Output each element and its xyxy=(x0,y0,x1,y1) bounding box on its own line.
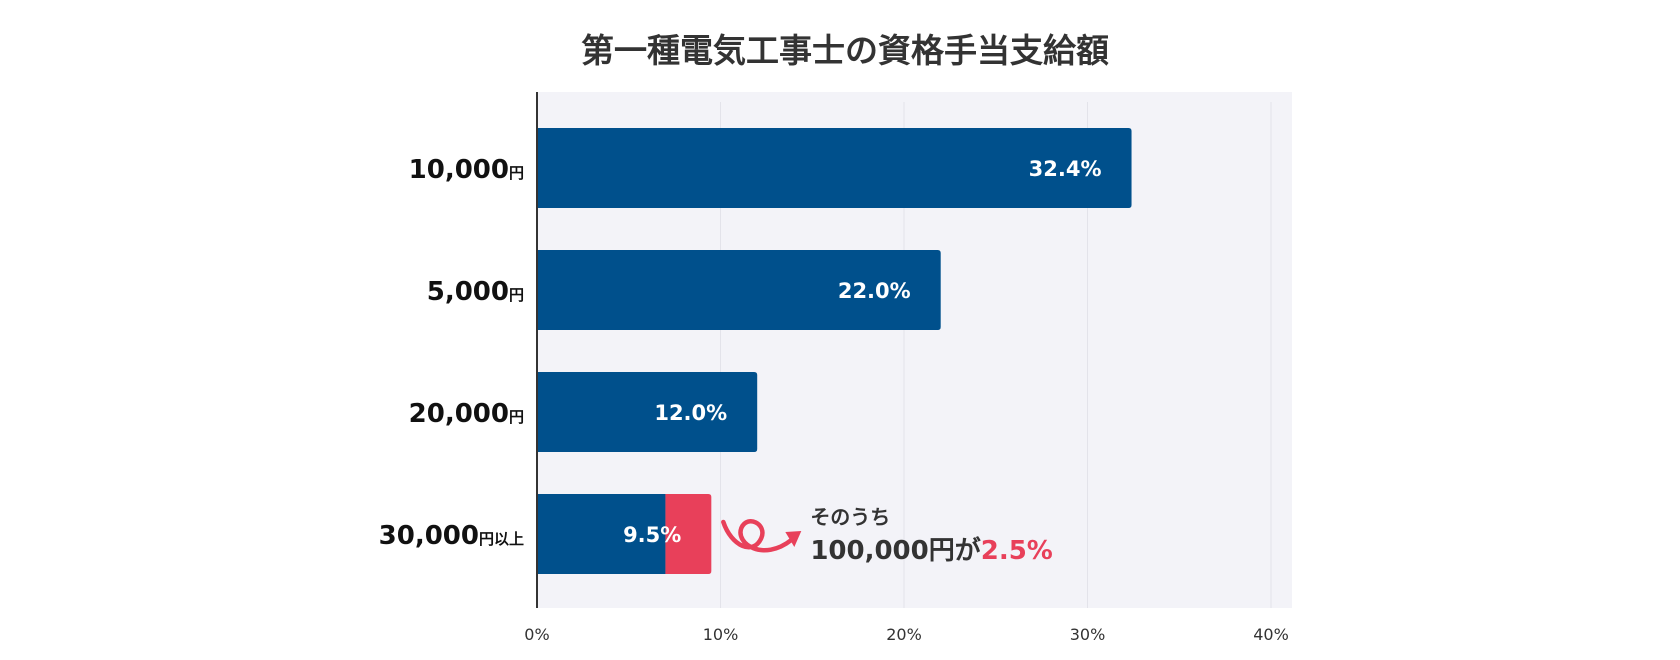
x-tick-label: 10% xyxy=(703,625,739,644)
category-label: 5,000円 xyxy=(427,277,524,307)
bar xyxy=(537,128,1132,208)
category-unit: 円 xyxy=(509,286,524,304)
bars: 32.4%10,000円22.0%5,000円12.0%20,000円9.5%3… xyxy=(379,128,1132,574)
bar-group: 9.5% 30,000円以上 xyxy=(379,494,712,574)
bar-group: 12.0% 20,000円 xyxy=(409,372,758,452)
bar-value-label: 32.4% xyxy=(1029,157,1102,181)
category-amount: 20,000 xyxy=(409,399,509,429)
category-label: 10,000円 xyxy=(409,155,524,185)
annotation-line1: そのうち xyxy=(810,505,890,529)
x-tick-label: 30% xyxy=(1070,625,1106,644)
bar-group: 32.4% 10,000円 xyxy=(409,128,1132,208)
bar-value-label: 9.5% xyxy=(623,523,681,547)
bar-value-label: 12.0% xyxy=(654,401,727,425)
bar xyxy=(537,494,666,574)
category-amount: 5,000 xyxy=(427,277,509,307)
highlight-annotation: そのうち 100,000円が2.5% xyxy=(721,505,1053,566)
x-axis-ticks: 0% 10% 20% 30% 40% xyxy=(524,625,1288,644)
category-unit: 円 xyxy=(509,408,524,426)
category-amount: 30,000 xyxy=(379,521,479,551)
category-label: 30,000円以上 xyxy=(379,521,524,551)
bar-highlight-segment xyxy=(665,494,712,574)
chart-title: 第一種電気工事士の資格手当支給額 xyxy=(581,31,1109,70)
bar-group: 22.0% 5,000円 xyxy=(427,250,941,330)
arrow-head-icon xyxy=(785,531,802,547)
bar-value-label: 22.0% xyxy=(838,279,911,303)
bar xyxy=(537,250,941,330)
annotation-prefix: 100,000円が xyxy=(810,535,980,566)
loop-arrow-icon xyxy=(721,519,794,553)
category-label: 20,000円 xyxy=(409,399,524,429)
x-tick-label: 0% xyxy=(524,625,549,644)
category-amount: 10,000 xyxy=(409,155,509,185)
category-unit: 円以上 xyxy=(479,530,524,548)
x-tick-label: 20% xyxy=(886,625,922,644)
category-unit: 円 xyxy=(509,164,524,182)
annotation-value: 2.5% xyxy=(981,536,1053,566)
x-tick-label: 40% xyxy=(1253,625,1289,644)
bar xyxy=(537,372,758,452)
annotation-line2: 100,000円が2.5% xyxy=(810,535,1053,566)
